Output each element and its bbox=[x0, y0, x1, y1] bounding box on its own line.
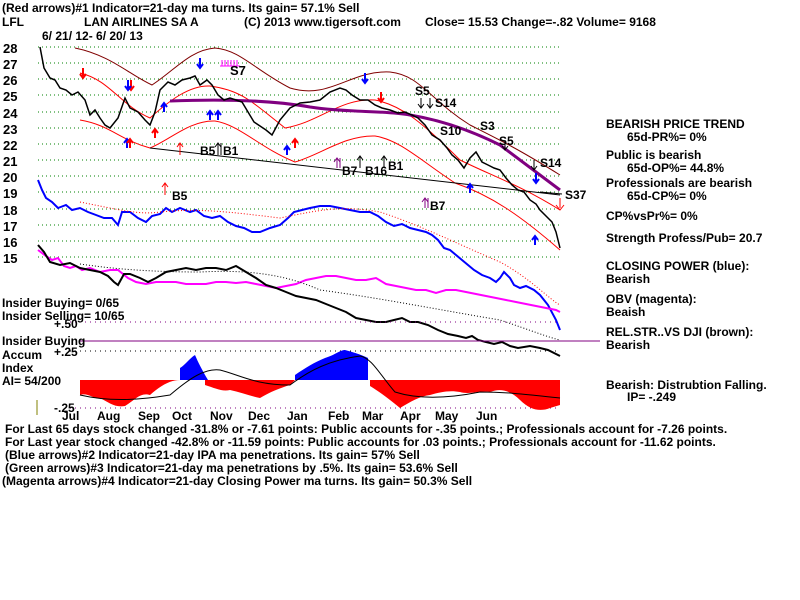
strength-ratio: Strength Profess/Pub= 20.7 bbox=[606, 231, 763, 245]
b-arrows-red bbox=[161, 142, 184, 195]
minus25-label: -.25 bbox=[54, 401, 75, 415]
signal-s14b: S14 bbox=[540, 156, 562, 170]
month-dec: Dec bbox=[248, 409, 271, 423]
op-percent: 65d-OP%= 44.8% bbox=[627, 161, 725, 175]
signal-b5: B5 bbox=[200, 144, 216, 158]
copyright: (C) 2013 www.tigersoft.com bbox=[244, 15, 401, 29]
y-tick-26: 26 bbox=[3, 73, 18, 88]
closing-power-label: CLOSING POWER (blue): bbox=[606, 259, 750, 273]
footer-blue-arrows: (Blue arrows)#2 Indicator=21-day IPA ma … bbox=[5, 448, 420, 462]
signal-b5b: B5 bbox=[172, 189, 188, 203]
indicator1-header: (Red arrows)#1 Indicator=21-day ma turns… bbox=[2, 1, 360, 15]
y-tick-22: 22 bbox=[3, 138, 18, 153]
signal-s14: S14 bbox=[435, 96, 457, 110]
accum-ma bbox=[79, 355, 561, 400]
footer-65-day-summary: For Last 65 days stock changed -31.8% or… bbox=[5, 422, 728, 436]
signal-s10: S10 bbox=[440, 124, 462, 138]
index-label: Index bbox=[2, 361, 34, 375]
month-may: May bbox=[435, 409, 459, 423]
obv-line bbox=[37, 249, 561, 313]
price-trend-label: BEARISH PRICE TREND bbox=[606, 117, 745, 131]
ai-value: AI= 54/200 bbox=[2, 374, 62, 388]
y-tick-16: 16 bbox=[3, 235, 18, 250]
plus25-label: +.25 bbox=[54, 345, 78, 359]
y-tick-20: 20 bbox=[3, 170, 18, 185]
y-tick-28: 28 bbox=[3, 41, 18, 56]
month-aug: Aug bbox=[97, 409, 121, 423]
date-range: 6/ 21/ 12- 6/ 20/ 13 bbox=[42, 29, 143, 43]
month-sep: Sep bbox=[138, 409, 161, 423]
upper-outer-band bbox=[74, 47, 561, 176]
signal-b16: B16 bbox=[365, 164, 388, 178]
relstr-label: REL.STR..VS DJI (brown): bbox=[606, 325, 754, 339]
month-nov: Nov bbox=[210, 409, 233, 423]
sell-arrows-blue bbox=[124, 58, 540, 185]
insider-buying-count: Insider Buying= 0/65 bbox=[2, 296, 120, 310]
relative-strength-line bbox=[37, 244, 561, 357]
y-tick-19: 19 bbox=[3, 186, 18, 201]
footer-year-summary: For Last year stock changed -42.8% or -1… bbox=[5, 435, 716, 449]
y-tick-15: 15 bbox=[3, 251, 18, 266]
month-jul: Jul bbox=[62, 409, 80, 423]
distribution-status: Bearish: Distrubtion Falling. bbox=[606, 378, 767, 392]
y-tick-27: 27 bbox=[3, 57, 18, 72]
y-tick-17: 17 bbox=[3, 219, 18, 234]
cp-percent: 65d-CP%= 0% bbox=[627, 189, 707, 203]
support-trendline bbox=[149, 147, 561, 196]
footer-green-arrows: (Green arrows)#3 Indicator=21-day ma pen… bbox=[5, 461, 458, 475]
insider-selling-count: Insider Selling= 10/65 bbox=[2, 309, 125, 323]
month-feb: Feb bbox=[328, 409, 350, 423]
relstr-value: Bearish bbox=[606, 338, 651, 352]
public-sentiment: Public is bearish bbox=[606, 148, 702, 162]
month-jun: Jun bbox=[476, 409, 498, 423]
ip-value: IP= -.249 bbox=[627, 390, 677, 404]
b-arrows-black bbox=[214, 98, 538, 171]
y-tick-24: 24 bbox=[3, 106, 18, 121]
y-tick-23: 23 bbox=[3, 122, 18, 137]
month-apr: Apr bbox=[400, 409, 421, 423]
signal-s3: S3 bbox=[480, 119, 495, 133]
company-name: LAN AIRLINES SA A bbox=[84, 15, 199, 29]
y-tick-18: 18 bbox=[3, 203, 18, 218]
accum-positive-bars bbox=[180, 350, 368, 380]
magenta-arrows bbox=[333, 157, 429, 208]
closing-power-line bbox=[37, 179, 561, 331]
y-tick-21: 21 bbox=[3, 154, 18, 169]
signal-s7: S7 bbox=[230, 63, 246, 78]
obv-label: OBV (magenta): bbox=[606, 292, 697, 306]
upper-band bbox=[79, 72, 561, 211]
professionals-sentiment: Professionals are bearish bbox=[606, 176, 753, 190]
closing-power-value: Bearish bbox=[606, 272, 651, 286]
quote-summary: Close= 15.53 Change=-.82 Volume= 9168 bbox=[425, 15, 656, 29]
s37-line bbox=[539, 191, 563, 195]
obv-value: Beaish bbox=[606, 305, 646, 319]
month-oct: Oct bbox=[172, 409, 193, 423]
moving-average-line bbox=[169, 98, 561, 192]
y-tick-25: 25 bbox=[3, 89, 18, 104]
ticker-symbol: LFL bbox=[2, 15, 24, 29]
buy-arrows bbox=[123, 101, 539, 245]
s7-magenta-marks bbox=[220, 60, 240, 67]
footer-magenta-arrows: (Magenta arrows)#4 Indicator=21-day Clos… bbox=[2, 474, 473, 488]
signal-s5b: S5 bbox=[499, 134, 514, 148]
pr-percent: 65d-PR%= 0% bbox=[627, 130, 707, 144]
signal-b7: B7 bbox=[342, 164, 358, 178]
signal-s5: S5 bbox=[415, 84, 430, 98]
month-mar: Mar bbox=[362, 409, 384, 423]
plus50-label: +.50 bbox=[54, 317, 78, 331]
price-line bbox=[39, 46, 561, 249]
accum-negative-bars bbox=[80, 380, 560, 410]
price-gridlines bbox=[38, 46, 560, 258]
cp-vs-pr: CP%vsPr%= 0% bbox=[606, 209, 698, 223]
insider-buying-line-label: Insider Buying bbox=[2, 334, 86, 348]
month-jan: Jan bbox=[287, 409, 308, 423]
accum-label: Accum bbox=[2, 348, 43, 362]
signal-b1b: B1 bbox=[388, 159, 404, 173]
signal-s37: S37 bbox=[565, 188, 587, 202]
signal-b7b: B7 bbox=[430, 199, 446, 213]
signal-b1: B1 bbox=[223, 144, 239, 158]
closing-power-ma bbox=[79, 201, 561, 306]
